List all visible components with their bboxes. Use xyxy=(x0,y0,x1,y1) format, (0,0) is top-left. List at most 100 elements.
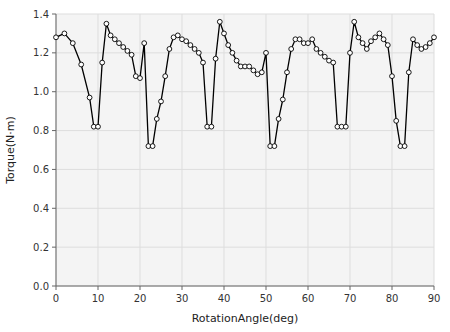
tick-label: 10 xyxy=(92,293,105,304)
tick-label: 0.8 xyxy=(33,125,49,136)
point xyxy=(381,37,386,42)
point xyxy=(373,35,378,40)
tick-label: 80 xyxy=(386,293,399,304)
grid-line xyxy=(392,14,393,286)
series xyxy=(54,19,437,148)
tick-label: 50 xyxy=(260,293,273,304)
point xyxy=(150,144,155,149)
point xyxy=(188,43,193,48)
point xyxy=(163,74,168,79)
tick-mark xyxy=(52,14,56,15)
y-axis-label: Torque(N·m) xyxy=(4,116,17,185)
line xyxy=(56,22,434,146)
tick-mark xyxy=(52,52,56,53)
tick-label: 0.6 xyxy=(33,164,49,175)
point xyxy=(230,50,235,55)
point xyxy=(322,54,327,59)
point xyxy=(427,41,432,46)
grid-line xyxy=(56,208,434,209)
point xyxy=(356,35,361,40)
point xyxy=(129,52,134,57)
tick-label: 40 xyxy=(218,293,231,304)
grid-line xyxy=(56,52,434,53)
x-axis-label: RotationAngle(deg) xyxy=(192,312,299,325)
point xyxy=(142,41,147,46)
tick-label: 0.0 xyxy=(33,281,49,292)
plot-area xyxy=(56,14,434,286)
grid-line xyxy=(56,91,434,92)
tick-label: 60 xyxy=(302,293,315,304)
point xyxy=(79,62,84,67)
point xyxy=(264,50,269,55)
tick-mark xyxy=(392,286,393,290)
point xyxy=(213,56,218,61)
point xyxy=(411,37,416,42)
point xyxy=(343,124,348,129)
point xyxy=(402,144,407,149)
point xyxy=(297,37,302,42)
point xyxy=(87,95,92,100)
grid-line xyxy=(98,14,99,286)
point xyxy=(377,31,382,36)
point xyxy=(314,47,319,52)
tick-mark xyxy=(140,286,141,290)
point xyxy=(280,97,285,102)
point xyxy=(251,68,256,73)
point xyxy=(310,37,315,42)
axes: 01020304050607080900.00.20.40.60.81.01.2… xyxy=(33,9,440,305)
point xyxy=(100,60,105,65)
point xyxy=(167,47,172,52)
grid-line xyxy=(308,14,309,286)
point xyxy=(226,43,231,48)
grid-line xyxy=(434,14,435,286)
point xyxy=(217,19,222,24)
tick-mark xyxy=(350,286,351,290)
tick-mark xyxy=(182,286,183,290)
point xyxy=(54,35,59,40)
tick-label: 90 xyxy=(428,293,441,304)
point xyxy=(121,45,126,50)
grid-line xyxy=(224,14,225,286)
point xyxy=(272,144,277,149)
point xyxy=(369,39,374,44)
point xyxy=(154,117,159,122)
grid-line xyxy=(182,14,183,286)
tick-mark xyxy=(52,130,56,131)
point xyxy=(117,41,122,46)
tick-label: 30 xyxy=(176,293,189,304)
point xyxy=(364,47,369,52)
tick-mark xyxy=(52,169,56,170)
tick-label: 20 xyxy=(134,293,147,304)
chart: 01020304050607080900.00.20.40.60.81.01.2… xyxy=(0,0,450,332)
point xyxy=(184,39,189,44)
tick-mark xyxy=(52,208,56,209)
x-axis-line xyxy=(56,286,434,287)
grid-line xyxy=(56,14,57,286)
tick-mark xyxy=(308,286,309,290)
point xyxy=(385,43,390,48)
point xyxy=(432,35,437,40)
tick-label: 1.0 xyxy=(33,86,49,97)
point xyxy=(234,58,239,63)
point xyxy=(289,47,294,52)
point xyxy=(222,31,227,36)
point xyxy=(175,33,180,38)
tick-label: 1.2 xyxy=(33,47,49,58)
tick-label: 0 xyxy=(53,293,59,304)
tick-mark xyxy=(56,286,57,290)
point xyxy=(104,21,109,26)
point xyxy=(423,45,428,50)
point xyxy=(360,41,365,46)
point xyxy=(209,124,214,129)
point xyxy=(331,60,336,65)
tick-label: 70 xyxy=(344,293,357,304)
point xyxy=(192,47,197,52)
grid-line xyxy=(56,286,434,287)
grid-line xyxy=(56,14,434,15)
point xyxy=(70,41,75,46)
grid-line xyxy=(56,169,434,170)
point xyxy=(112,37,117,42)
tick-mark xyxy=(52,91,56,92)
tick-mark xyxy=(52,247,56,248)
point xyxy=(196,50,201,55)
